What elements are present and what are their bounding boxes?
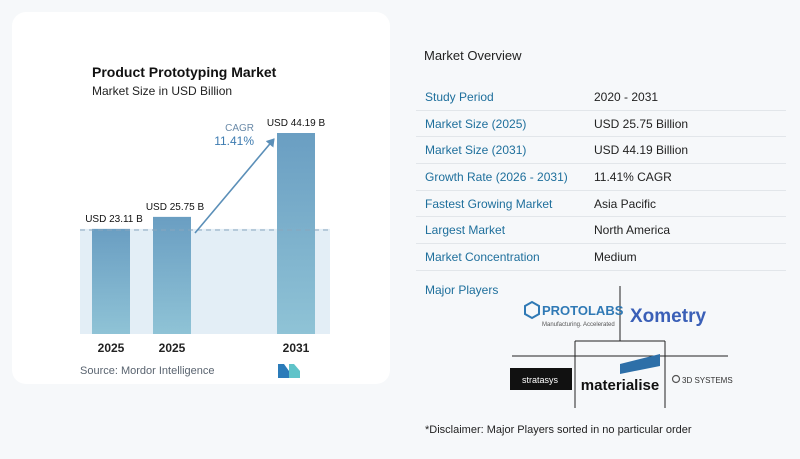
svg-text:materialise: materialise — [581, 377, 659, 394]
materialise-logo: materialise — [581, 354, 660, 394]
overview-row-value: Medium — [594, 250, 637, 265]
players-title: Major Players — [425, 283, 499, 297]
overview-row: Growth Rate (2026 - 2031) 11.41% CAGR — [416, 164, 786, 191]
overview-row-label: Market Size (2031) — [425, 143, 527, 158]
x-tick-label: 2031 — [283, 341, 310, 355]
overview-row-value: USD 44.19 Billion — [594, 143, 689, 158]
overview-table: Study Period 2020 - 2031 Market Size (2025… — [416, 84, 786, 271]
players-logo-grid: PROTOLABS Manufacturing. Accelerated Xom… — [510, 286, 733, 408]
svg-text:stratasys: stratasys — [522, 375, 559, 385]
x-tick-label: 2025 — [98, 341, 125, 355]
bar-data-label: USD 23.11 B — [85, 214, 143, 225]
bar-chart: CAGR 11.41% USD 23.11 B 2025 USD 25.75 B 20… — [80, 118, 330, 355]
overview-row: Fastest Growing Market Asia Pacific — [416, 191, 786, 218]
bar-1 — [153, 216, 191, 334]
protolabs-logo: PROTOLABS Manufacturing. Accelerated — [524, 300, 624, 328]
bar-0 — [92, 228, 130, 334]
bar-2 — [277, 133, 315, 334]
overview-row-value: Asia Pacific — [594, 196, 657, 211]
overview-row-label: Largest Market — [425, 223, 506, 238]
overview-row-label: Market Size (2025) — [425, 116, 527, 131]
3d-systems-logo: 3D SYSTEMS — [671, 374, 733, 385]
overview-row-label: Study Period — [425, 90, 494, 104]
source-text: Source: Mordor Intelligence — [80, 365, 215, 377]
svg-text:Xometry: Xometry — [630, 306, 706, 327]
overview-row-value: USD 25.75 Billion — [594, 116, 689, 131]
overview-row: Study Period 2020 - 2031 — [416, 84, 786, 111]
chart-title: Product Prototyping Market — [92, 64, 277, 80]
overview-row: Largest Market North America — [416, 217, 786, 245]
overview-row: Market Size (2031) USD 44.19 Billion — [416, 137, 786, 165]
xometry-logo: Xometry — [630, 306, 706, 327]
disclaimer: *Disclaimer: Major Players sorted in no … — [425, 424, 692, 436]
overview-row-value: North America — [594, 223, 671, 238]
chart-subtitle: Market Size in USD Billion — [92, 84, 233, 98]
bar-data-label: USD 44.19 B — [267, 118, 326, 129]
cagr-label: CAGR — [225, 123, 254, 134]
overview-title: Market Overview — [424, 48, 522, 63]
cagr-value: 11.41% — [214, 134, 254, 148]
overview-row: Market Size (2025) USD 25.75 Billion — [416, 111, 786, 138]
svg-text:Manufacturing. Accelerated: Manufacturing. Accelerated — [542, 322, 615, 328]
svg-text:3D SYSTEMS: 3D SYSTEMS — [682, 376, 733, 385]
overview-row-label: Growth Rate (2026 - 2031) — [425, 170, 568, 185]
x-tick-label: 2025 — [159, 341, 186, 355]
stratasys-logo: stratasys — [510, 368, 572, 390]
overview-row-label: Fastest Growing Market — [425, 196, 553, 211]
overview-row-value: 2020 - 2031 — [594, 90, 659, 104]
cagr-arrow — [194, 138, 275, 234]
chart-card: CAGR 11.41% USD 23.11 B 2025 USD 25.75 B 20… — [12, 12, 390, 384]
mordor-logo-icon — [278, 364, 300, 378]
overview-row-label: Market Concentration — [425, 250, 540, 265]
svg-text:PROTOLABS: PROTOLABS — [542, 303, 624, 318]
overview-row-value: 11.41% CAGR — [594, 170, 672, 185]
overview-row: Market Concentration Medium — [416, 244, 786, 271]
bar-data-label: USD 25.75 B — [146, 202, 205, 213]
